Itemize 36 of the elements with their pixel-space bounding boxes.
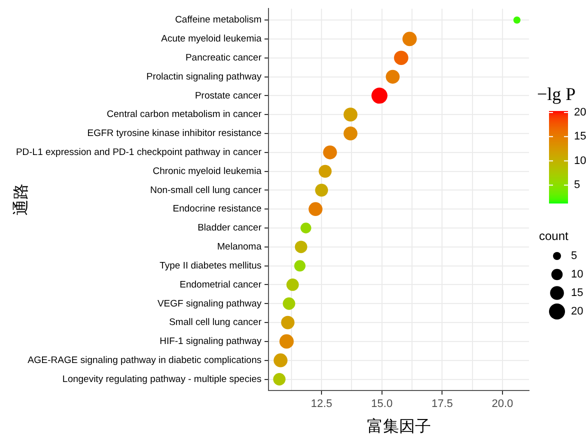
x-tick-label: 15.0 <box>371 398 393 410</box>
y-tick-label: HIF-1 signaling pathway <box>160 336 262 348</box>
legend-label: 5 <box>571 250 578 262</box>
y-tick-label: Pancreatic cancer <box>185 52 262 64</box>
legend-title: count <box>539 229 570 243</box>
y-tick-label: Prostate cancer <box>194 90 262 102</box>
y-tick-label: Longevity regulating pathway - multiple species <box>62 374 262 385</box>
y-tick-label: Central carbon metabolism in cancer <box>106 109 262 120</box>
color-bar-label: 15 <box>574 130 586 143</box>
color-bar-title: −lg P <box>537 84 576 104</box>
y-tick-label: Bladder cancer <box>198 222 262 234</box>
legend-label: 15 <box>571 287 584 300</box>
y-tick-label: EGFR tyrosine kinase inhibitor resistance <box>87 128 262 140</box>
y-tick-label: VEGF signaling pathway <box>157 298 262 310</box>
x-axis-title: 富集因子 <box>366 416 431 436</box>
x-tick-label: 20.0 <box>492 398 514 410</box>
y-tick-label: Acute myeloid leukemia <box>161 34 262 45</box>
color-bar-label: 10 <box>574 154 586 167</box>
y-tick-label: Type II diabetes mellitus <box>160 260 262 272</box>
y-tick-label: Non-small cell lung cancer <box>150 184 262 196</box>
legend-label: 20 <box>571 306 584 318</box>
y-tick-label: Endocrine resistance <box>172 204 262 215</box>
color-bar-label: 5 <box>574 179 580 192</box>
y-tick-label: Melanoma <box>217 242 262 253</box>
y-tick-label: Prolactin signaling pathway <box>146 71 262 82</box>
color-bar-label: 20 <box>574 106 586 118</box>
legend-label: 10 <box>571 268 584 281</box>
y-tick-label: AGE-RAGE signaling pathway in diabetic complications <box>28 354 262 366</box>
y-tick-label: Small cell lung cancer <box>169 317 262 328</box>
y-tick-label: Chronic myeloid leukemia <box>152 166 262 177</box>
y-tick-label: PD-L1 expression and PD-1 checkpoint pathway in cancer <box>16 147 262 158</box>
x-tick-label: 12.5 <box>310 398 332 410</box>
y-axis-title: 通路 <box>10 184 30 216</box>
y-tick-label: Endometrial cancer <box>180 279 262 290</box>
y-tick-label: Caffeine metabolism <box>175 14 262 26</box>
x-tick-label: 17.5 <box>431 398 453 410</box>
